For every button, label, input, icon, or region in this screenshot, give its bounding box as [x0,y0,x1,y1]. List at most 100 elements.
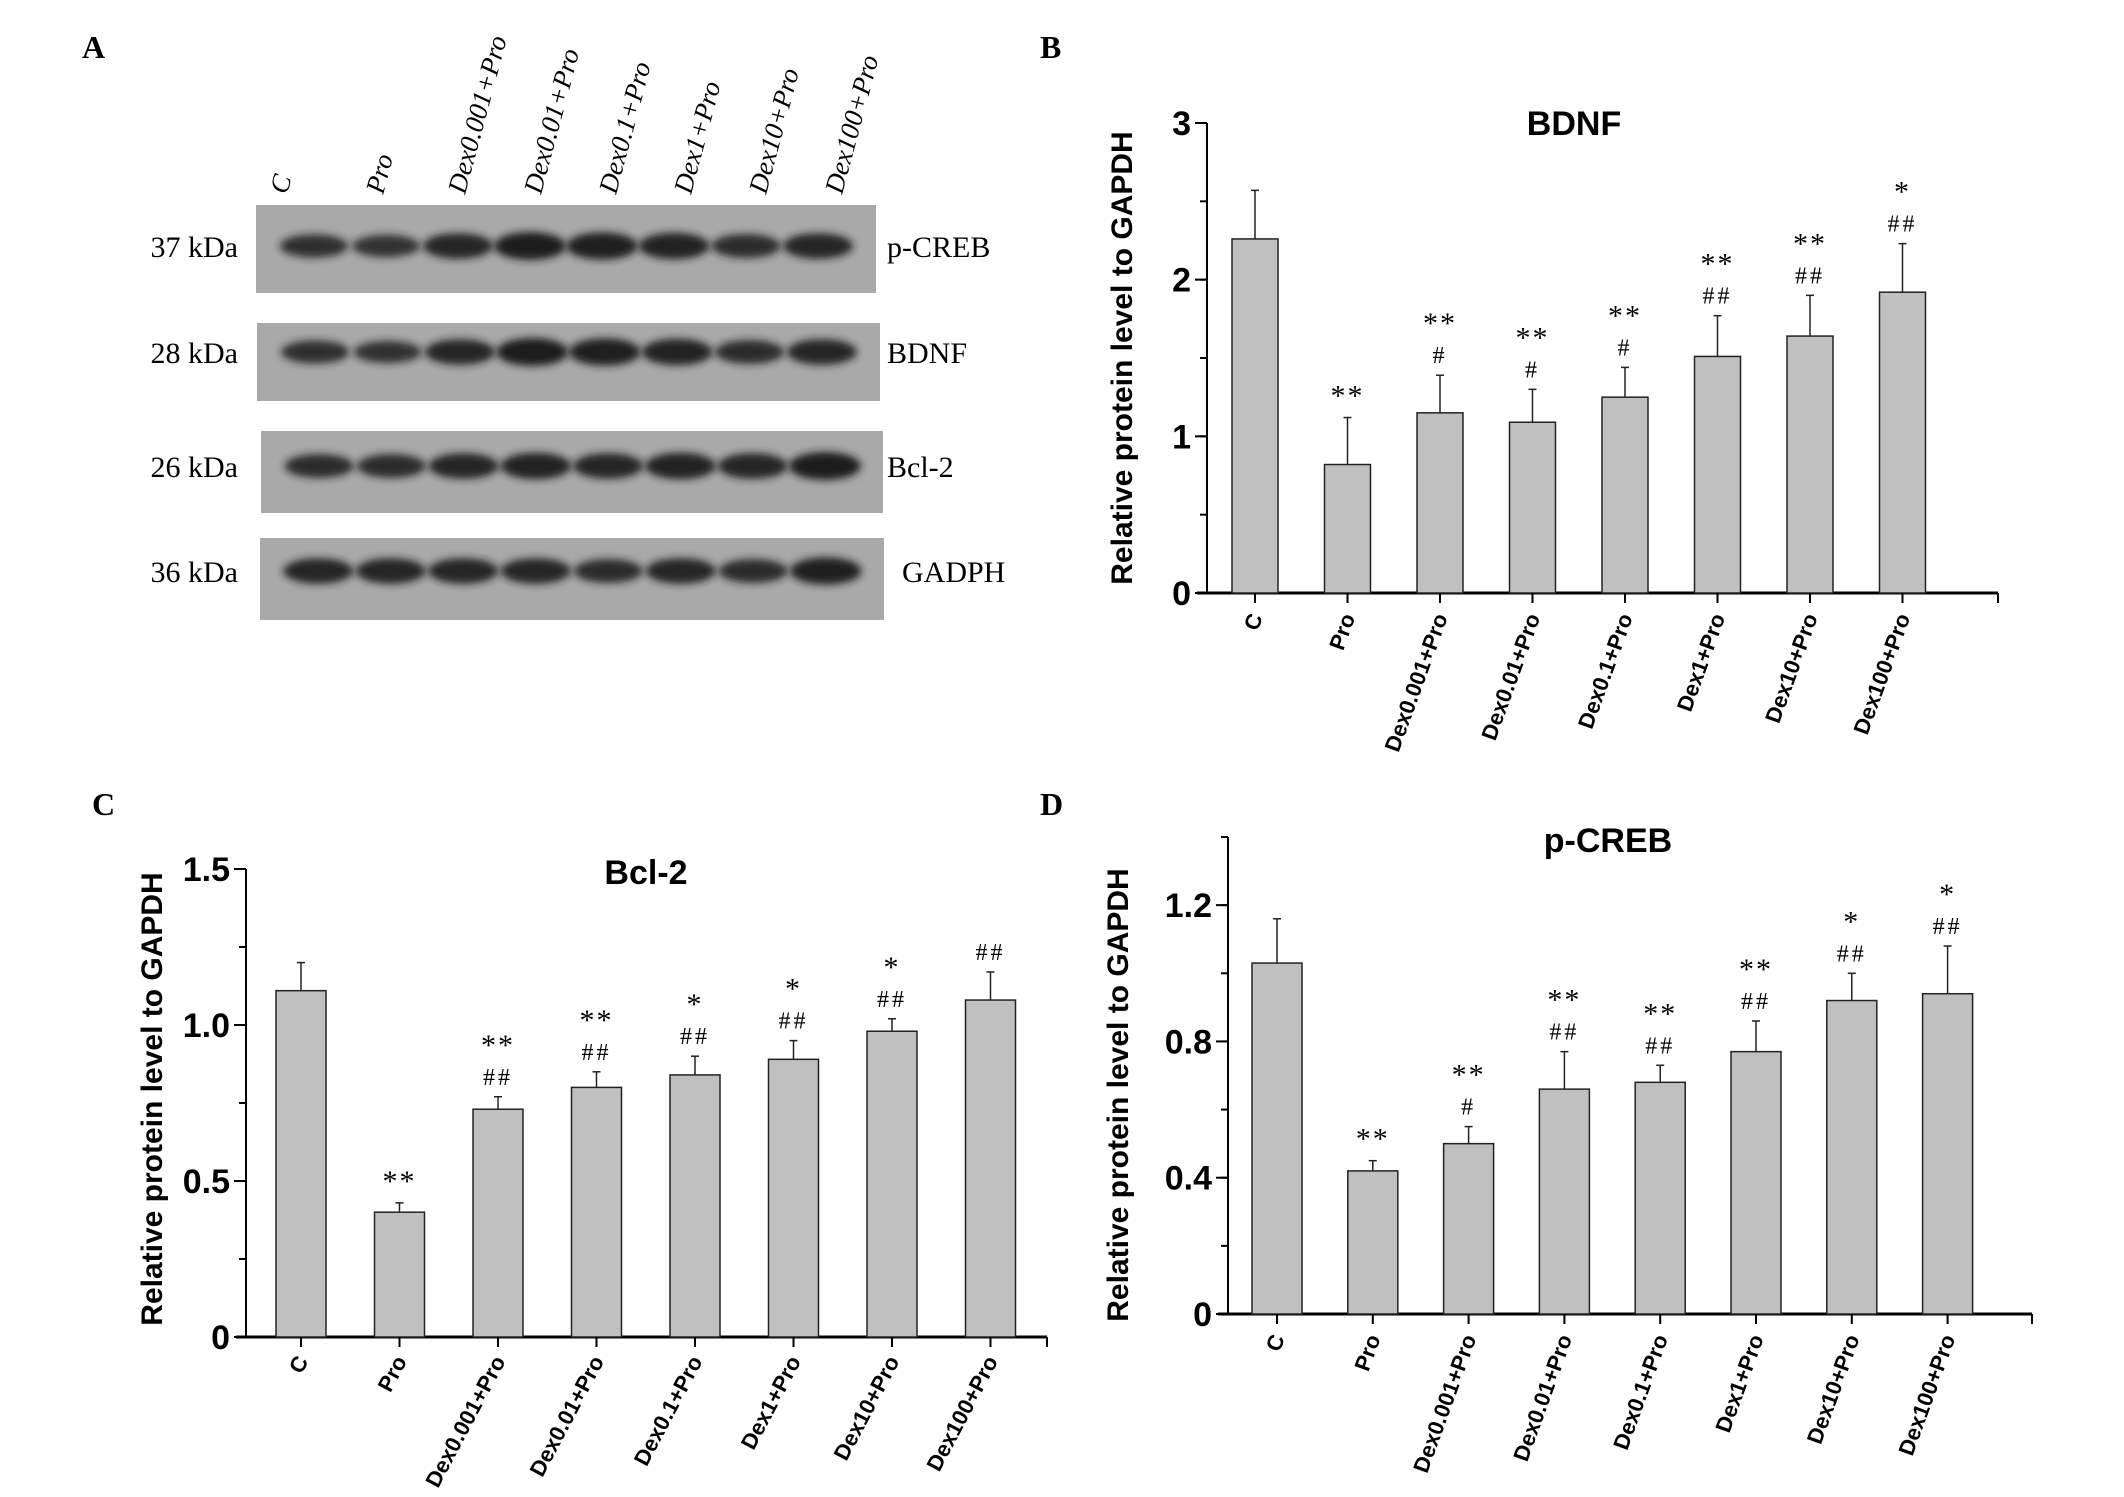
significance-hash: ## [483,1065,513,1091]
protein-band [641,338,713,366]
protein-band [279,234,349,258]
significance-star: ** [1331,380,1365,413]
x-tick-label: Dex100+Pro [1848,610,1915,738]
significance-star: ** [1701,248,1735,281]
y-tick-label: 1.5 [183,851,230,889]
protein-label: BDNF [887,337,967,370]
y-axis-label: Relative protein level to GAPDH [1102,868,1135,1321]
protein-band [355,558,426,584]
bar-Dex10+Pro [866,1030,918,1338]
panel-label-a: A [82,29,105,65]
lane-label: Dex0.1+Pro [593,58,657,197]
x-tick-label: C [284,1352,314,1378]
blot-strip-bdnf: 28 kDa BDNF [151,323,967,401]
bar-Dex0.1+Pro [1601,396,1649,594]
x-tick-label: Dex1+Pro [736,1352,806,1454]
significance-star: ** [1356,1123,1390,1156]
bar-Dex0.001+Pro [1416,412,1464,594]
significance-star: * [1939,878,1956,911]
protein-band [428,558,499,584]
bar-Dex1+Pro [1693,355,1742,594]
bar-Pro [373,1211,426,1338]
bar-charts: BDNF Relative protein level to GAPDH 0 1 2 3 C… [136,105,2033,1492]
kda-label: 26 kDa [151,451,238,484]
protein-band [496,338,569,366]
significance-hash: ## [1549,1020,1579,1046]
significance-star: ** [1547,984,1581,1017]
x-tick-label: Dex0.01+Pro [1476,610,1545,743]
kda-label: 37 kDa [151,231,238,264]
bar-C [1231,238,1279,594]
lane-label: Dex0.001+Pro [442,32,513,197]
chart-bdnf: BDNF Relative protein level to GAPDH 0 1 2 3 C… [1106,105,1999,755]
protein-band [500,452,572,480]
protein-band [428,453,499,479]
x-tick-label: C [1239,610,1268,634]
y-tick-label: 2 [1172,262,1191,300]
bar-Dex0.1+Pro [669,1074,721,1338]
protein-band [786,339,857,365]
significance-hash: ## [1703,284,1733,310]
significance-hash: ## [877,987,907,1013]
significance-hash: ## [582,1040,612,1066]
blot-membrane [261,431,883,513]
x-tick-label: Dex100+Pro [1894,1331,1961,1459]
bar-Pro [1347,1170,1399,1315]
blot-membrane [260,538,884,620]
protein-band [568,338,641,366]
protein-band [356,454,426,478]
protein-band [352,234,420,258]
bar-Dex0.01+Pro [1508,421,1557,594]
bar-Dex0.001+Pro [1442,1142,1495,1315]
chart-title: BDNF [1527,105,1621,143]
x-tick-label: Pro [1324,610,1360,653]
blot-membrane [256,205,876,293]
protein-band [714,340,784,364]
western-blot-panel: C Pro Dex0.001+Pro Dex0.01+Pro Dex0.1+Pro Dex… [151,32,1005,620]
lane-label: Dex1+Pro [668,78,727,198]
x-tick-label: Dex0.1+Pro [1573,610,1638,732]
x-tick-label: Dex1+Pro [1710,1331,1768,1436]
x-tick-label: Dex0.01+Pro [1508,1331,1577,1464]
protein-band [283,558,354,584]
x-tick-label: Dex10+Pro [1802,1331,1865,1447]
protein-band [645,558,716,584]
lane-label: Dex10+Pro [743,65,805,198]
y-tick-label: 0 [1172,575,1191,613]
chart-title: Bcl-2 [604,854,687,892]
protein-band [790,557,862,585]
significance-star: ** [1452,1059,1486,1092]
protein-band [717,453,788,479]
significance-hash: # [1461,1095,1476,1121]
bar-Dex0.01+Pro [1538,1088,1591,1315]
y-axis-label: Relative protein level to GAPDH [136,872,169,1325]
significance-hash: ## [1837,941,1867,967]
kda-label: 36 kDa [151,556,238,589]
y-tick-label: 1.0 [183,1007,230,1045]
significance-hash: # [1433,343,1448,369]
significance-hash: # [1618,335,1633,361]
protein-band [353,340,422,364]
chart-p-creb: p-CREB Relative protein level to GAPDH 0 0.… [1102,822,2033,1476]
bar-Dex10+Pro [1826,999,1878,1315]
significance-star: ** [580,1004,614,1037]
significance-star: * [785,973,802,1006]
protein-band [573,559,643,583]
y-tick-label: 0.4 [1165,1160,1212,1198]
protein-label: GADPH [902,556,1005,589]
lane-label: Dex0.01+Pro [518,45,586,197]
x-tick-label: Pro [373,1352,412,1396]
significance-star: ** [383,1165,417,1198]
bar-Dex100+Pro [1921,992,1974,1315]
protein-band [566,232,638,260]
x-tick-label: Dex1+Pro [1672,610,1730,715]
x-tick-label: Dex0.1+Pro [1608,1331,1673,1453]
panel-label-d: D [1040,786,1063,822]
significance-hash: ## [1741,989,1771,1015]
x-tick-label: Dex0.001+Pro [420,1352,510,1492]
significance-star: ** [1643,997,1677,1030]
bar-Dex10+Pro [1786,335,1834,594]
y-tick-label: 1.2 [1165,887,1212,925]
protein-band [644,452,716,480]
